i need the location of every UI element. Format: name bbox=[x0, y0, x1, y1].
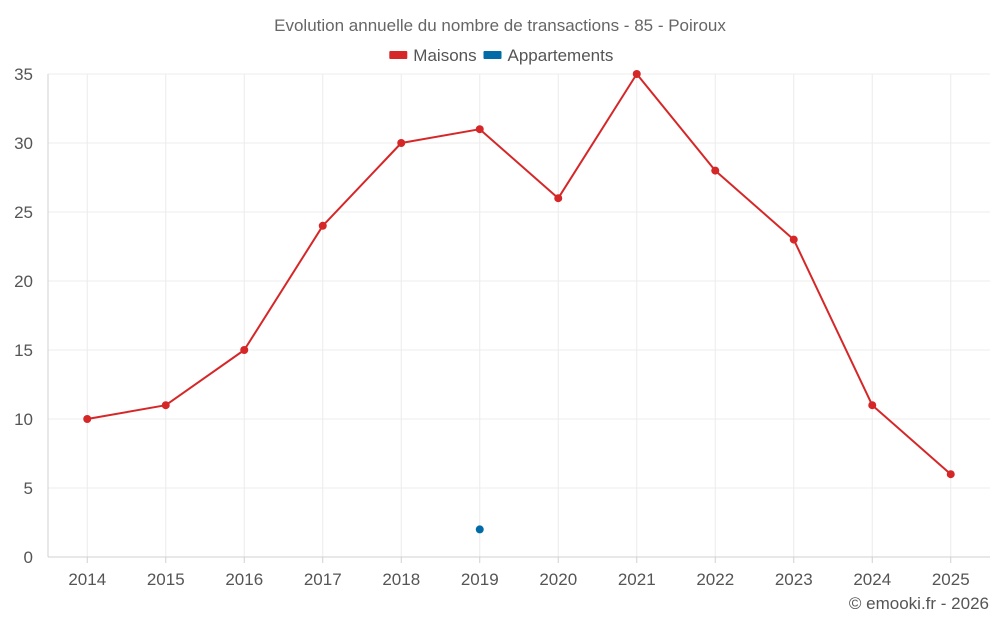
x-tick-label: 2018 bbox=[382, 570, 420, 589]
data-point-maisons[interactable] bbox=[240, 346, 249, 354]
chart-title: Evolution annuelle du nombre de transact… bbox=[274, 16, 726, 35]
data-point-maisons[interactable] bbox=[632, 70, 641, 78]
data-point-maisons[interactable] bbox=[711, 166, 720, 175]
legend-label-appartements: Appartements bbox=[508, 46, 614, 65]
x-tick-label: 2019 bbox=[461, 570, 499, 589]
y-tick-label: 20 bbox=[14, 272, 33, 291]
data-point-maisons[interactable] bbox=[868, 401, 877, 410]
x-tick-label: 2023 bbox=[775, 570, 813, 589]
x-tick-label: 2024 bbox=[853, 570, 891, 589]
x-tick-label: 2014 bbox=[68, 570, 106, 589]
x-tick-label: 2022 bbox=[696, 570, 734, 589]
legend-swatch-appartements bbox=[483, 51, 502, 59]
y-tick-label: 10 bbox=[14, 410, 33, 429]
y-tick-label: 25 bbox=[14, 203, 33, 222]
y-tick-label: 15 bbox=[14, 341, 33, 360]
legend-item-maisons[interactable]: Maisons bbox=[389, 46, 477, 65]
data-point-maisons[interactable] bbox=[475, 125, 484, 134]
data-point-appartements[interactable] bbox=[475, 525, 484, 534]
data-point-maisons[interactable] bbox=[946, 470, 955, 479]
x-tick-label: 2016 bbox=[225, 570, 263, 589]
data-point-maisons[interactable] bbox=[83, 415, 92, 423]
data-point-maisons[interactable] bbox=[161, 401, 170, 410]
legend-swatch-maisons bbox=[389, 51, 408, 59]
series-layer bbox=[83, 70, 955, 534]
x-tick-label: 2021 bbox=[618, 570, 656, 589]
credit-text: © emooki.fr - 2026 bbox=[849, 594, 989, 613]
legend-label-maisons: Maisons bbox=[413, 46, 476, 65]
y-tick-label: 5 bbox=[24, 479, 33, 498]
grid bbox=[48, 73, 990, 557]
data-point-maisons[interactable] bbox=[789, 235, 798, 244]
x-tick-label: 2025 bbox=[932, 570, 970, 589]
data-point-maisons[interactable] bbox=[318, 221, 327, 230]
y-tick-label: 35 bbox=[14, 65, 33, 84]
legend[interactable]: Maisons Appartements bbox=[389, 46, 613, 65]
x-tick-label: 2015 bbox=[147, 570, 185, 589]
y-tick-label: 30 bbox=[14, 134, 33, 153]
data-point-maisons[interactable] bbox=[554, 194, 563, 203]
x-tick-label: 2017 bbox=[304, 570, 342, 589]
series-appartements bbox=[475, 525, 484, 534]
series-line-maisons bbox=[87, 73, 952, 475]
y-tick-label: 0 bbox=[24, 548, 33, 567]
series-maisons bbox=[83, 70, 955, 479]
legend-item-appartements[interactable]: Appartements bbox=[483, 46, 614, 65]
data-point-maisons[interactable] bbox=[397, 139, 406, 147]
x-tick-label: 2020 bbox=[539, 570, 577, 589]
